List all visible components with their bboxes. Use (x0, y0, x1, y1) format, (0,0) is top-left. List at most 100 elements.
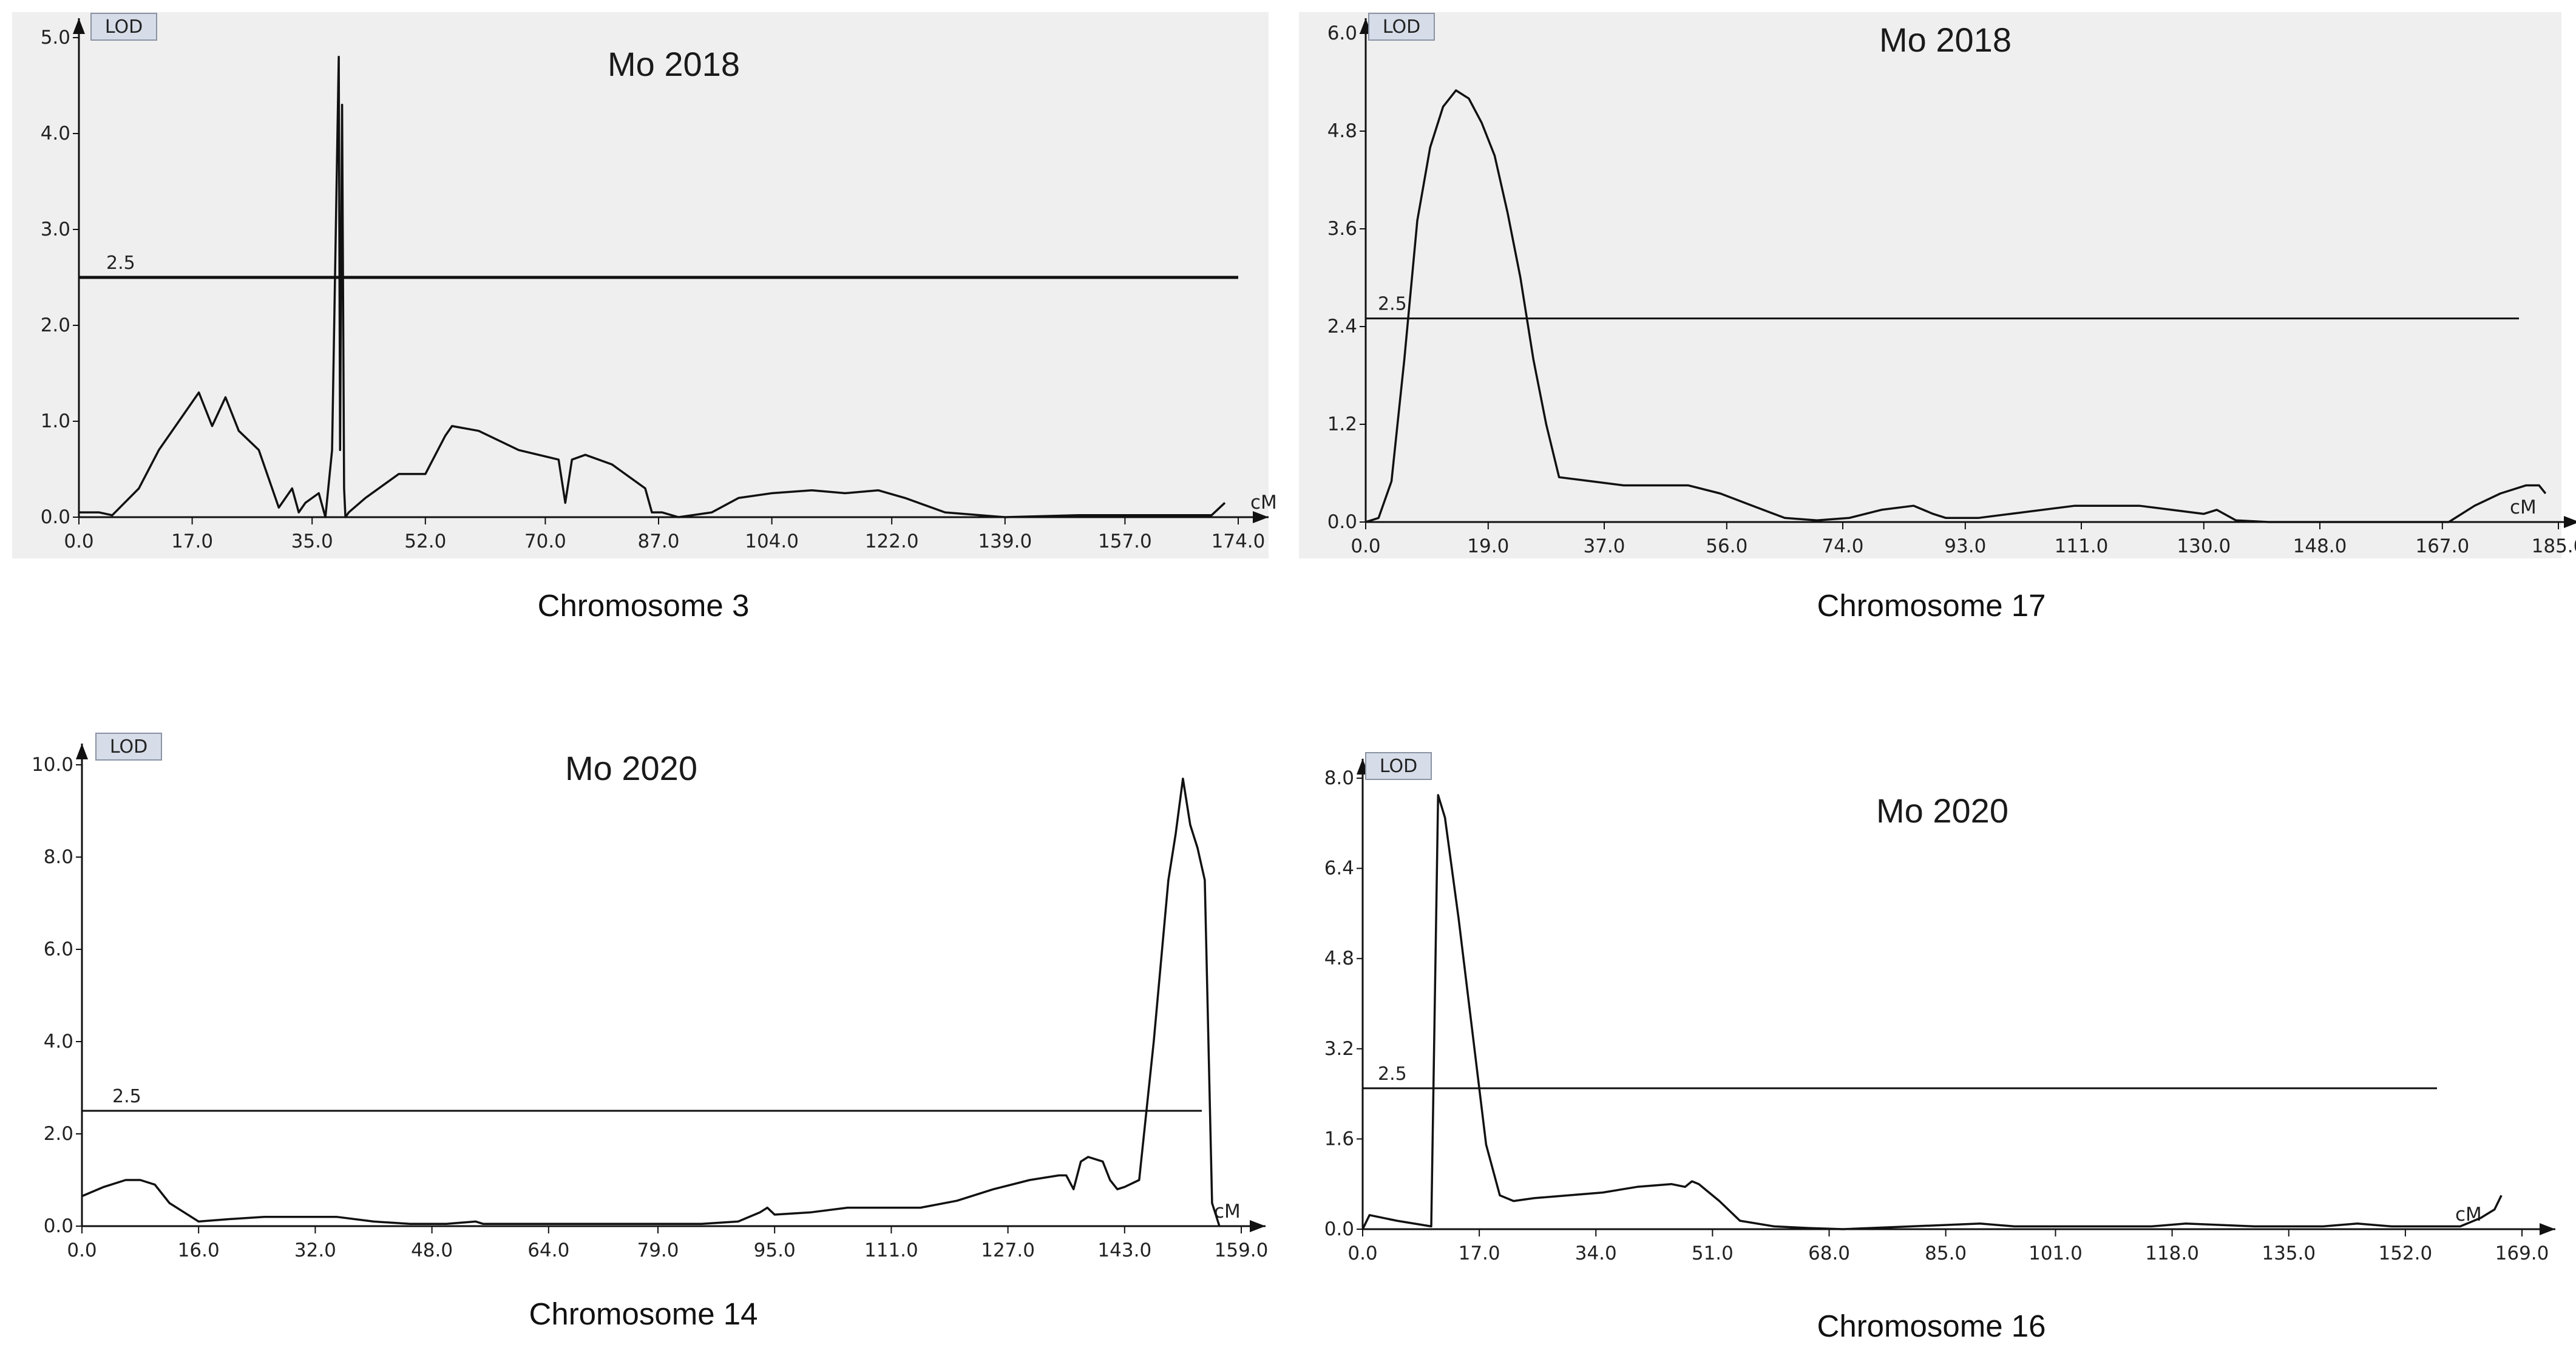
x-tick-label: 101.0 (2029, 1243, 2083, 1264)
chart-title: Mo 2020 (565, 749, 697, 787)
y-tick-label: 0.0 (41, 506, 70, 528)
x-tick-label: 0.0 (1347, 1243, 1377, 1264)
lod-badge (1368, 13, 1435, 41)
x-axis-label: cM (2510, 497, 2537, 518)
y-axis-label: LOD (1383, 16, 1420, 38)
lod-badge (1365, 752, 1432, 780)
threshold-label: 2.5 (112, 1086, 141, 1107)
y-tick-label: 8.0 (1324, 767, 1354, 789)
x-tick-label: 174.0 (1212, 531, 1266, 552)
threshold-label: 2.5 (106, 253, 135, 274)
y-axis-label: LOD (110, 736, 147, 758)
x-tick-label: 111.0 (2055, 535, 2109, 557)
x-tick-label: 17.0 (1459, 1243, 1500, 1264)
chart-panel-chromosome-17: LOD 0.0 1.2 2.4 3.6 4.8 6.0 0.0 19.0 37.0 56.0 74.0… (1287, 0, 2576, 656)
x-tick-label: 32.0 (294, 1239, 336, 1261)
x-tick-label: 167.0 (2415, 535, 2469, 557)
x-axis-arrow (1250, 1220, 1266, 1232)
lod-badge (90, 13, 157, 41)
x-axis-label: cM (1250, 492, 1277, 514)
chart-title: Mo 2018 (1879, 21, 2012, 59)
threshold-label: 2.5 (1378, 294, 1407, 315)
x-tick-label: 157.0 (1098, 531, 1152, 552)
y-tick-label: 0.0 (1327, 511, 1357, 533)
x-tick-label: 56.0 (1706, 535, 1747, 557)
plot-background (12, 12, 1269, 558)
x-tick-label: 35.0 (291, 531, 333, 552)
x-tick-label: 104.0 (745, 531, 799, 552)
x-tick-label: 17.0 (171, 531, 213, 552)
y-tick-label: 10.0 (32, 754, 73, 776)
y-tick-label: 8.0 (44, 846, 73, 868)
x-tick-label: 19.0 (1467, 535, 1509, 557)
chart-panel-chromosome-14: LOD 0.0 2.0 4.0 6.0 8.0 10.0 0.0 16.0 32.0 48.0 64.… (0, 710, 1287, 1353)
threshold-label: 2.5 (1378, 1063, 1407, 1085)
plot-background (1299, 12, 2561, 558)
y-tick-label: 1.0 (41, 410, 70, 432)
x-tick-label: 152.0 (2378, 1243, 2432, 1264)
x-tick-label: 159.0 (1215, 1239, 1269, 1261)
x-tick-label: 148.0 (2293, 535, 2347, 557)
y-tick-label: 0.0 (44, 1215, 73, 1237)
y-tick-label: 0.0 (1324, 1218, 1354, 1240)
x-tick-label: 51.0 (1692, 1243, 1734, 1264)
x-tick-label: 37.0 (1583, 535, 1625, 557)
y-tick-label: 1.6 (1324, 1128, 1354, 1150)
x-tick-label: 143.0 (1097, 1239, 1151, 1261)
x-tick-label: 122.0 (865, 531, 919, 552)
x-tick-label: 48.0 (411, 1239, 453, 1261)
y-tick-label: 6.0 (1327, 22, 1357, 44)
x-axis-label: cM (1214, 1201, 1241, 1222)
lod-curve (81, 778, 1221, 1227)
y-tick-label: 6.0 (44, 938, 73, 960)
x-tick-label: 135.0 (2262, 1243, 2316, 1264)
y-tick-label: 4.8 (1327, 120, 1357, 142)
y-tick-label: 4.8 (1324, 948, 1354, 969)
lod-curve (1361, 794, 2503, 1230)
x-tick-label: 93.0 (1944, 535, 1986, 557)
chart-panel-chromosome-3: LOD 0.0 1.0 2.0 3.0 4.0 5.0 0.0 17.0 35.0 52.0 70.0… (0, 0, 1287, 656)
chart-caption: Chromosome 14 (529, 1297, 758, 1331)
lod-chart-chromosome-16: LOD 0.0 1.6 3.2 4.8 6.4 8.0 0.0 17.0 34.0 51.0 68.0… (1324, 752, 2555, 1264)
x-tick-label: 169.0 (2495, 1243, 2549, 1264)
lod-chart-chromosome-3: LOD 0.0 1.0 2.0 3.0 4.0 5.0 0.0 17.0 35.0 52.0 70.0… (12, 12, 1277, 558)
lod-badge (95, 733, 162, 761)
x-tick-label: 70.0 (524, 531, 566, 552)
lod-curve (1365, 89, 2547, 523)
x-tick-label: 0.0 (1351, 535, 1380, 557)
chart-title: Mo 2020 (1876, 792, 2008, 830)
x-tick-label: 16.0 (178, 1239, 220, 1261)
y-tick-label: 4.0 (41, 123, 70, 144)
x-tick-label: 74.0 (1822, 535, 1863, 557)
y-axis-label: LOD (1380, 756, 1417, 777)
x-tick-label: 185.0 (2532, 535, 2576, 557)
chart-panel-chromosome-16: LOD 0.0 1.6 3.2 4.8 6.4 8.0 0.0 17.0 34.0 51.0 68.0… (1287, 710, 2576, 1353)
x-tick-label: 52.0 (404, 531, 446, 552)
y-tick-label: 5.0 (41, 27, 70, 49)
chart-caption: Chromosome 17 (1817, 588, 2046, 623)
x-tick-label: 130.0 (2177, 535, 2231, 557)
x-tick-label: 68.0 (1808, 1243, 1850, 1264)
y-tick-label: 4.0 (44, 1031, 73, 1053)
chart-caption: Chromosome 16 (1817, 1309, 2046, 1343)
x-tick-label: 127.0 (981, 1239, 1035, 1261)
x-tick-label: 64.0 (527, 1239, 569, 1261)
x-tick-label: 139.0 (978, 531, 1032, 552)
lod-chart-chromosome-14: LOD 0.0 2.0 4.0 6.0 8.0 10.0 0.0 16.0 32.0 48.0 64.… (32, 733, 1269, 1261)
y-axis-label: LOD (105, 16, 143, 38)
y-tick-label: 3.0 (41, 219, 70, 240)
y-tick-label: 3.2 (1324, 1038, 1354, 1060)
x-tick-label: 95.0 (754, 1239, 796, 1261)
x-tick-label: 34.0 (1575, 1243, 1617, 1264)
x-axis-arrow (1253, 511, 1269, 523)
x-tick-label: 118.0 (2145, 1243, 2199, 1264)
y-axis-arrow (76, 744, 88, 759)
x-tick-label: 0.0 (67, 1239, 97, 1261)
x-tick-label: 85.0 (1925, 1243, 1967, 1264)
y-tick-label: 2.0 (41, 314, 70, 336)
y-tick-label: 2.0 (44, 1123, 73, 1145)
y-tick-label: 3.6 (1327, 218, 1357, 240)
chart-title: Mo 2018 (608, 45, 740, 83)
lod-chart-chromosome-17: LOD 0.0 1.2 2.4 3.6 4.8 6.0 0.0 19.0 37.0 56.0 74.0… (1299, 12, 2576, 558)
x-tick-label: 0.0 (64, 531, 93, 552)
